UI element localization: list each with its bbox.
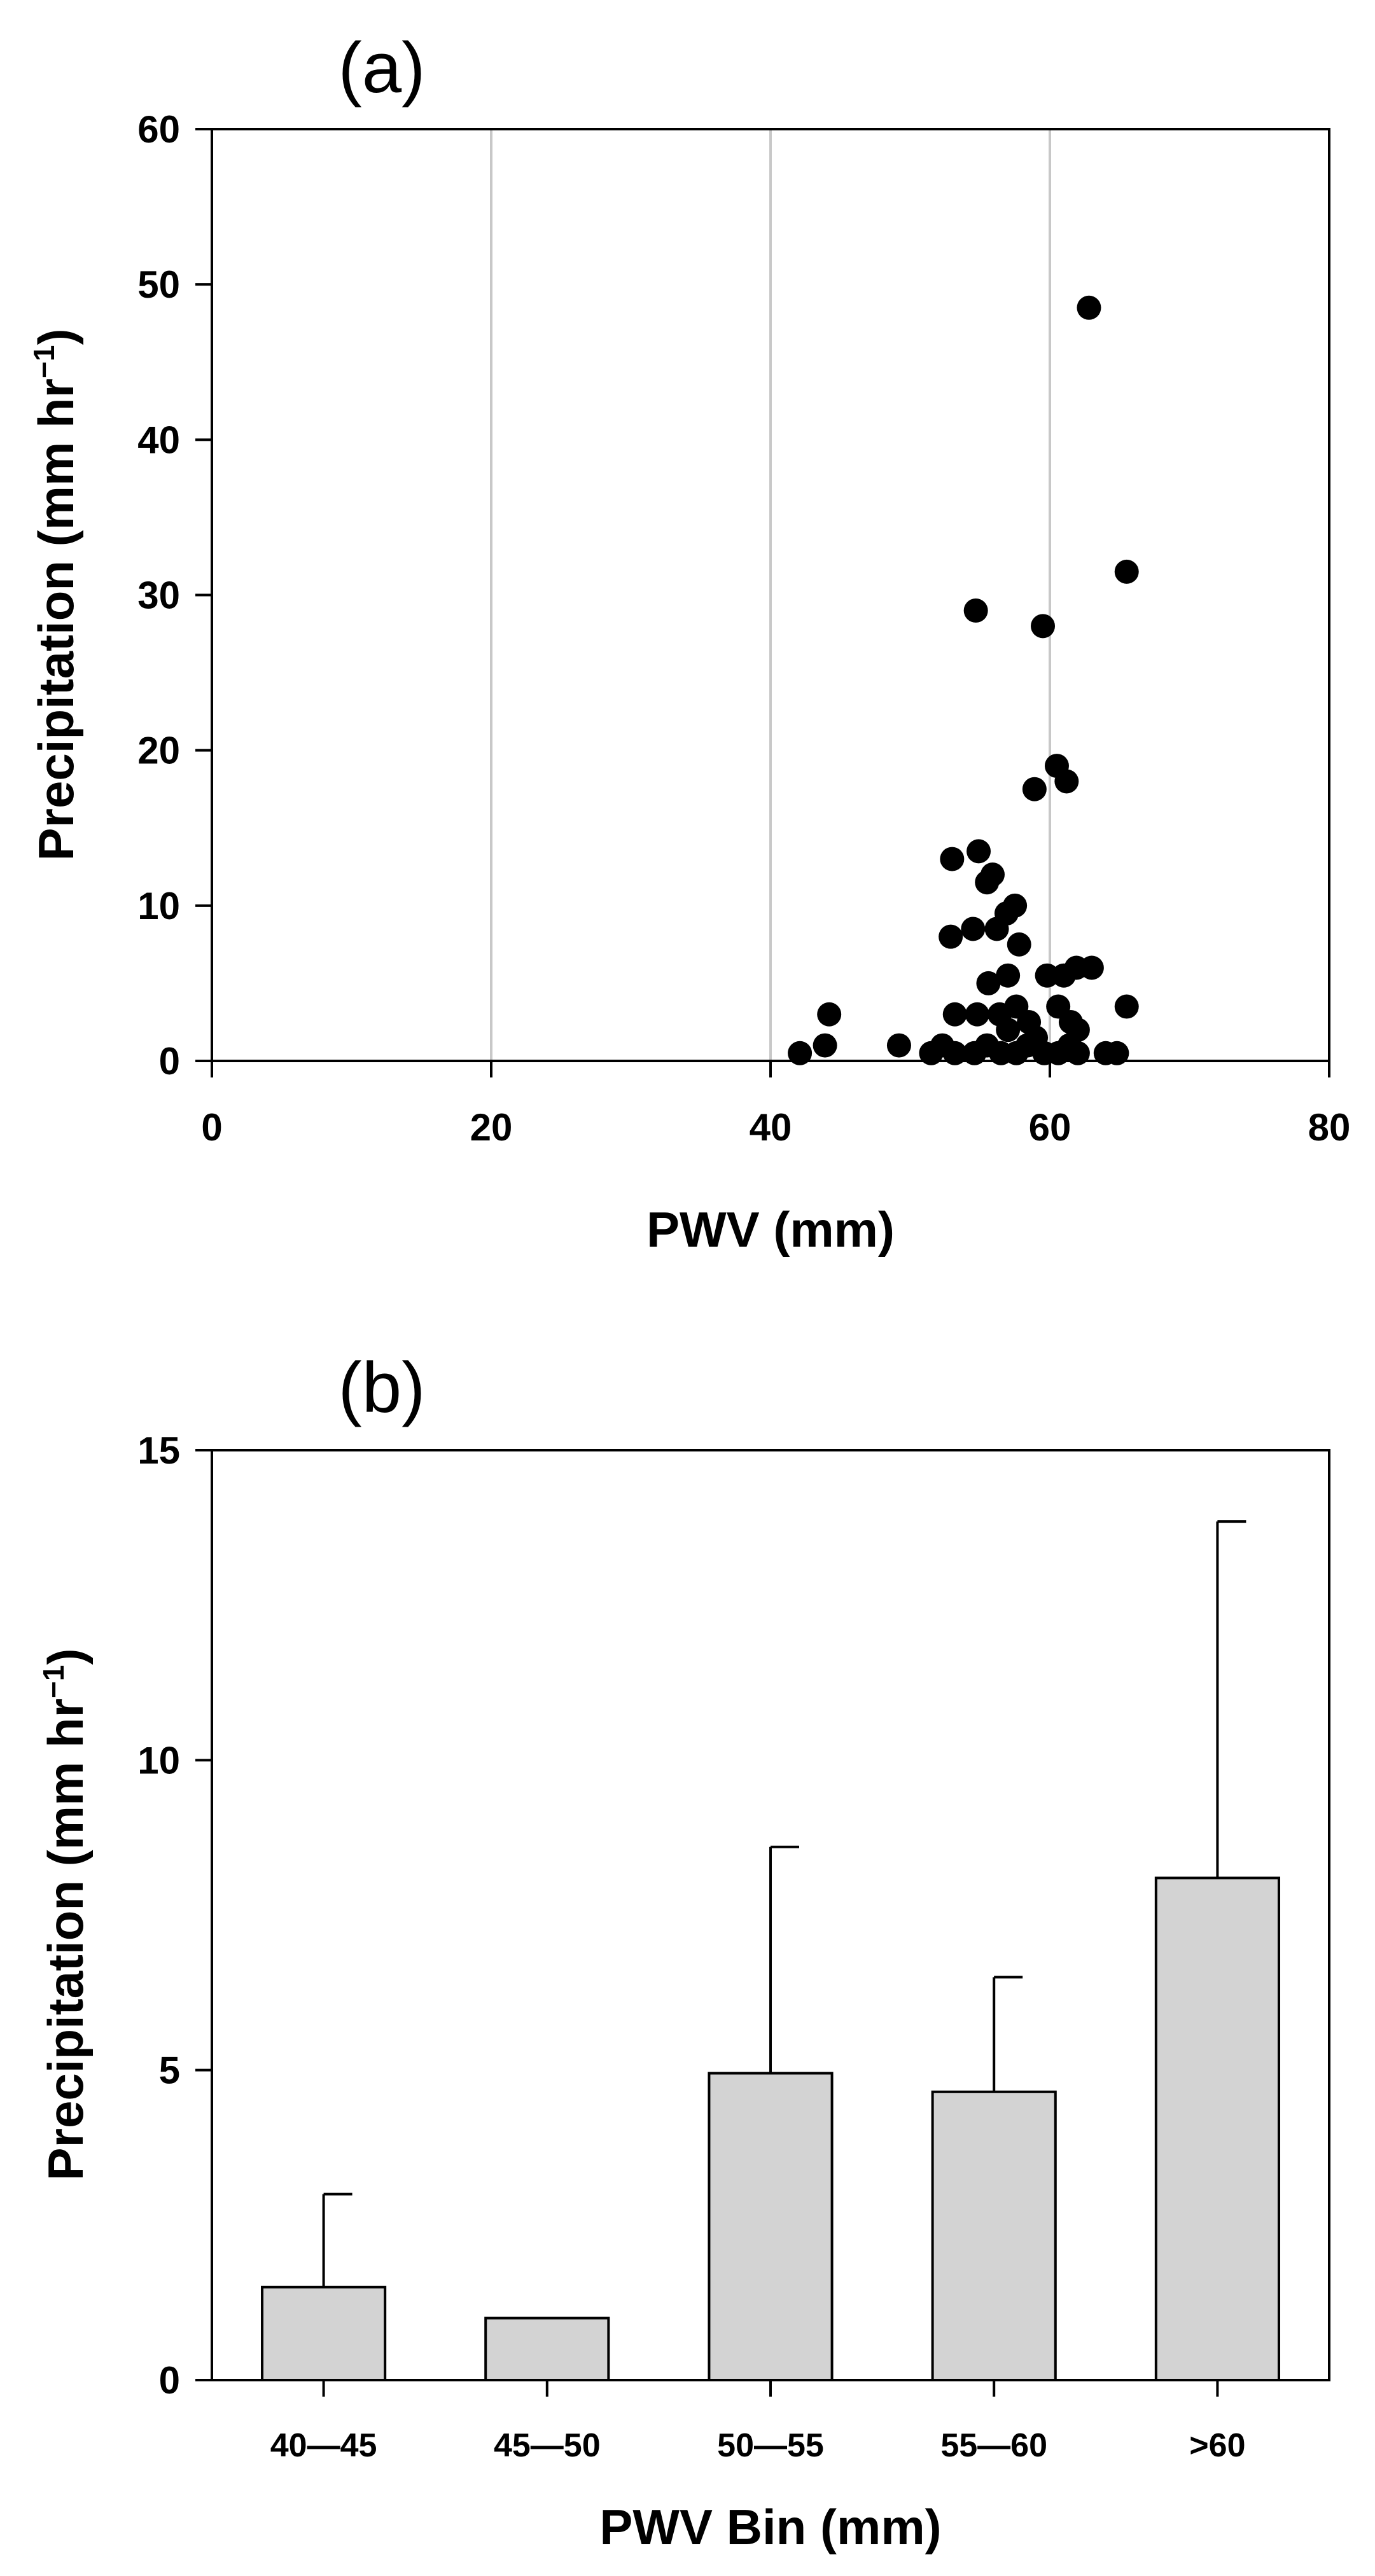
panel-a-x-tick-label: 80 xyxy=(1308,1106,1351,1149)
panel-a-gridlines xyxy=(490,129,1051,1061)
panel-a-data-point xyxy=(1077,295,1101,320)
panel-b-category-label: 55—60 xyxy=(940,2427,1047,2464)
panel-a-y-tick-label: 30 xyxy=(137,574,180,617)
panel-b-y-axis-title-main: Precipitation (mm hr xyxy=(38,1698,94,2180)
panel-b-y-ticks: 0 5 10 15 xyxy=(137,1429,212,2402)
panel-a-y-ticks: 0 10 20 30 40 50 60 xyxy=(137,108,212,1083)
panel-b-category-labels: 40—45 45—50 50—55 55—60 >60 xyxy=(270,2380,1246,2464)
panel-b-category-label: 45—50 xyxy=(494,2427,601,2464)
panel-a-x-tick-label: 20 xyxy=(470,1106,513,1149)
panel-a-data-point xyxy=(981,862,1005,887)
panel-b-bar xyxy=(1154,1876,1280,2381)
panel-a-data-point xyxy=(817,1002,842,1027)
panel-a-data-point xyxy=(886,1033,911,1058)
panel-b-category-label: >60 xyxy=(1189,2427,1245,2464)
panel-a-y-axis-title-close: ) xyxy=(28,329,84,345)
panel-a-data-point xyxy=(1054,769,1079,794)
panel-a-x-ticks: 0 20 40 60 80 xyxy=(201,1061,1350,1149)
panel-a-data-point xyxy=(1007,932,1031,957)
panel-b-bar xyxy=(708,2072,834,2382)
panel-b-y-axis-title-close: ) xyxy=(38,1649,94,1665)
panel-a-y-tick-label: 20 xyxy=(137,730,180,772)
panel-a-y-tick-label: 60 xyxy=(137,108,180,151)
panel-b-y-axis-title: Precipitation (mm hr−1) xyxy=(37,1649,94,2181)
panel-a-data-point xyxy=(961,917,986,941)
panel-a-data-point xyxy=(813,1033,837,1058)
panel-a-data-point xyxy=(1079,955,1104,980)
panel-a-y-tick-label: 10 xyxy=(137,885,180,927)
panel-a-data-point xyxy=(965,1002,989,1027)
panel-a-data-point xyxy=(1035,963,1059,988)
panel-b-bar xyxy=(261,2285,387,2382)
panel-a-data-point xyxy=(1114,559,1139,584)
panel-a-data-point xyxy=(984,917,1009,941)
panel-b-bar xyxy=(931,2090,1057,2382)
panel-a-y-axis-title-main: Precipitation (mm hr xyxy=(28,378,84,861)
panel-a-data-point xyxy=(939,924,963,949)
panel-a-data-point xyxy=(976,971,1001,995)
panel-a-data-point xyxy=(1031,614,1056,639)
panel-a-data-point xyxy=(942,1002,967,1027)
panel-a-data-point xyxy=(963,598,988,623)
panel-a-y-axis-title: Precipitation (mm hr−1) xyxy=(27,329,84,861)
panel-b-category-label: 50—55 xyxy=(717,2427,824,2464)
panel-a-data-point xyxy=(996,963,1021,988)
panel-a-x-axis-title: PWV (mm) xyxy=(646,1201,895,1257)
panel-b: (b) 0 5 10 15 40—45 45—50 50—55 55—60 >60 PWV B… xyxy=(37,1348,1330,2555)
panel-b-y-tick-label: 10 xyxy=(137,1739,180,1782)
panel-a-data-point xyxy=(1065,1041,1090,1065)
panel-a-points xyxy=(788,295,1139,1065)
panel-a-label: (a) xyxy=(339,28,426,107)
panel-a-x-tick-label: 0 xyxy=(201,1106,222,1149)
panel-a-y-tick-label: 0 xyxy=(159,1040,180,1083)
panel-a-y-tick-label: 40 xyxy=(137,419,180,461)
panel-a-data-point xyxy=(1114,994,1139,1019)
panel-a-data-point xyxy=(788,1041,813,1065)
panel-b-y-tick-label: 15 xyxy=(137,1429,180,1472)
panel-a-data-point xyxy=(940,847,965,871)
panel-b-category-label: 40—45 xyxy=(270,2427,377,2464)
panel-b-label: (b) xyxy=(339,1348,426,1427)
panel-a-data-point xyxy=(962,1041,987,1065)
panel-a-data-point xyxy=(967,839,991,864)
panel-b-bar xyxy=(484,2316,610,2382)
panel-a-data-point xyxy=(1022,777,1047,801)
panel-b-x-axis-title: PWV Bin (mm) xyxy=(599,2499,941,2555)
panel-a-data-point xyxy=(1051,963,1076,988)
panel-a-data-point xyxy=(942,1041,967,1065)
panel-b-error-bars xyxy=(322,1520,1246,2287)
panel-a: (a) 0 10 20 30 40 50 60 0 20 40 60 80 PWV (mm) Pre… xyxy=(27,28,1350,1257)
panel-a-x-tick-label: 60 xyxy=(1029,1106,1071,1149)
panel-b-y-axis-title-superscript: −1 xyxy=(37,1665,70,1698)
panel-a-data-point xyxy=(996,1018,1021,1042)
panel-b-y-tick-label: 5 xyxy=(159,2049,180,2092)
panel-a-y-tick-label: 50 xyxy=(137,263,180,306)
panel-a-x-tick-label: 40 xyxy=(750,1106,792,1149)
panel-b-bars xyxy=(261,1876,1280,2382)
panel-a-y-axis-title-superscript: −1 xyxy=(27,345,60,378)
panel-a-data-point xyxy=(1105,1041,1129,1065)
panel-b-y-tick-label: 0 xyxy=(159,2359,180,2402)
